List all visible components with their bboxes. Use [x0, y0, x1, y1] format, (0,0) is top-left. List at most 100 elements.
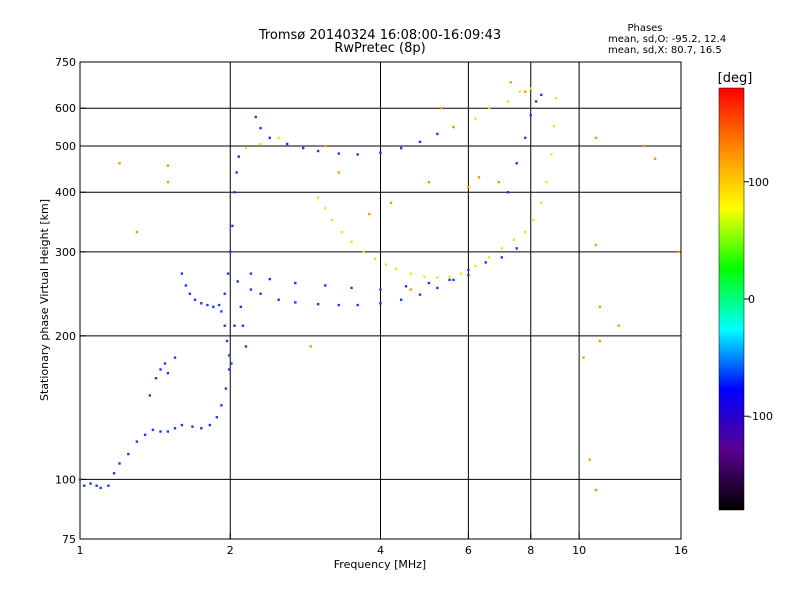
echo-point [524, 136, 527, 140]
echo-point [316, 302, 320, 306]
echo-point [268, 277, 271, 281]
colorbar [718, 87, 745, 511]
echo-point [236, 280, 239, 283]
echo-point [389, 201, 393, 205]
echo-point [225, 339, 229, 343]
echo-point [436, 276, 439, 279]
y-tick-label: 750 [55, 56, 76, 69]
echo-point [107, 484, 110, 487]
echo-point [418, 293, 422, 296]
x-tick-label: 8 [527, 544, 534, 557]
echo-point [233, 191, 236, 194]
echo-point [409, 272, 412, 275]
echo-point [220, 310, 223, 313]
echo-point [487, 256, 491, 259]
echo-point [244, 345, 248, 348]
echo-point [506, 191, 510, 194]
echo-point [337, 152, 341, 155]
y-tick-label: 600 [55, 102, 76, 115]
echo-point [588, 458, 591, 461]
colorbar-tick-label: 0 [748, 293, 755, 306]
echo-point [237, 155, 240, 158]
echo-point [506, 100, 510, 103]
echo-point [227, 354, 231, 357]
echo-point [254, 115, 257, 119]
echo-point [423, 275, 426, 278]
echo-point [379, 288, 382, 291]
echo-point [316, 196, 320, 199]
echo-point [474, 264, 477, 268]
echo-point [487, 107, 491, 110]
echo-point [112, 472, 116, 475]
echo-point [206, 303, 209, 307]
echo-point [294, 301, 297, 304]
x-tick-label: 1 [77, 544, 84, 557]
echo-point [301, 146, 305, 150]
x-tick-label: 2 [227, 544, 234, 557]
echo-point [212, 305, 215, 309]
echo-points [78, 81, 680, 492]
x-axis-ticks: 1 2 4 6 8 10 16 [77, 533, 688, 557]
echo-point [249, 288, 253, 291]
y-axis-label: Stationary phase Virtual Height [km] [38, 199, 51, 401]
echo-point [309, 345, 312, 348]
echo-point [99, 486, 102, 490]
echo-point [594, 488, 598, 492]
echo-point [324, 207, 327, 210]
echo-point [277, 136, 280, 140]
echo-point [166, 430, 170, 433]
echo-point [373, 257, 377, 261]
echo-point [277, 298, 280, 301]
echo-point [78, 478, 82, 481]
phases-line-o: mean, sd,O: -95.2, 12.4 [608, 34, 726, 45]
echo-point [550, 153, 553, 156]
echo-point [477, 176, 481, 179]
echo-point [399, 146, 403, 150]
echo-point [135, 440, 139, 443]
echo-point [143, 433, 147, 437]
x-tick-label: 10 [572, 544, 586, 557]
echo-point [594, 136, 598, 140]
echo-point [427, 180, 431, 184]
echo-point [399, 298, 403, 301]
echo-point [249, 272, 253, 275]
echo-point [259, 126, 262, 130]
echo-point [244, 146, 248, 150]
echo-point [127, 452, 130, 456]
echo-point [500, 247, 504, 250]
echo-point [215, 416, 219, 419]
echo-point [524, 230, 527, 234]
echo-point [540, 93, 543, 97]
echo-point [459, 272, 463, 275]
echo-point [532, 218, 535, 222]
echo-point [677, 250, 680, 254]
echo-point [418, 140, 422, 144]
echo-point [217, 303, 221, 307]
echo-point [379, 302, 382, 305]
y-tick-label: 400 [55, 186, 76, 199]
echo-point [368, 212, 371, 216]
echo-point [224, 387, 228, 390]
echo-point [259, 292, 262, 295]
x-tick-label: 16 [674, 544, 688, 557]
echo-point [294, 281, 297, 285]
echo-point [484, 261, 487, 264]
echo-point [191, 425, 194, 428]
echo-point [512, 238, 516, 241]
echo-point [180, 423, 184, 427]
echo-point [436, 286, 439, 290]
echo-point [340, 230, 344, 234]
echo-point [379, 151, 382, 154]
echo-point [552, 125, 556, 128]
echo-point [285, 142, 289, 146]
echo-point [452, 125, 455, 128]
y-tick-label: 300 [55, 246, 76, 259]
echo-point [534, 100, 538, 103]
y-tick-label: 100 [55, 473, 76, 486]
chart-subtitle: RwPretec (8p) [334, 41, 425, 56]
echo-point [118, 462, 121, 465]
echo-point [598, 339, 601, 343]
echo-point [324, 144, 327, 148]
echo-point [226, 272, 230, 275]
